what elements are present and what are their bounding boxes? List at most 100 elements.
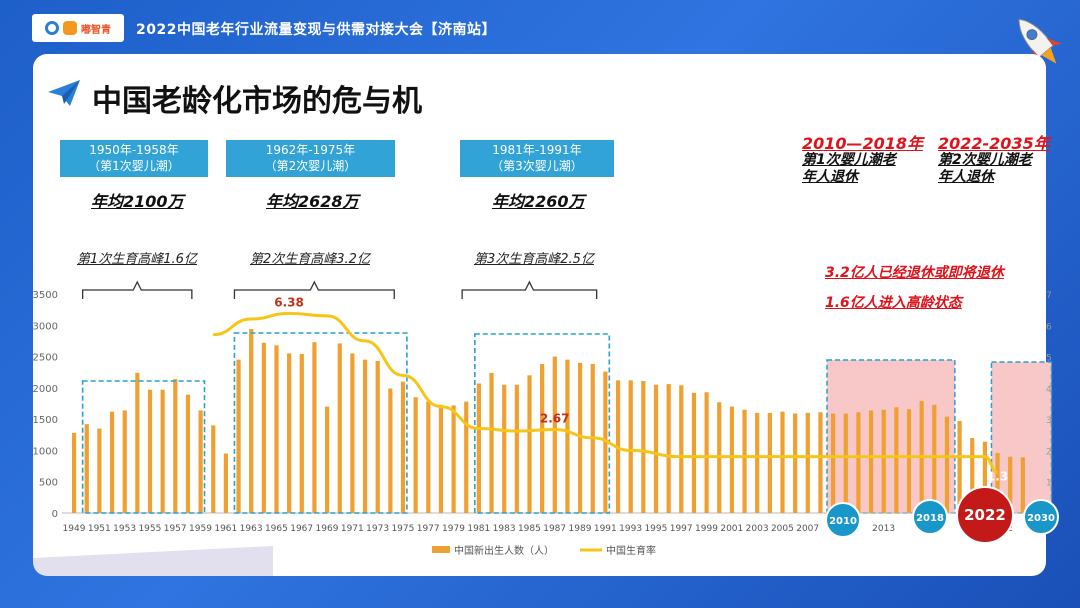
brace (233, 280, 395, 299)
bar (375, 360, 380, 513)
top-bar: 嘟智青 2022中国老年行业流量变现与供需对接大会【济南站】 (0, 0, 1080, 56)
bar (84, 424, 89, 513)
y-tick-label: 1500 (33, 415, 58, 426)
x-tick-label: 1977 (417, 524, 440, 534)
year-badge-2022: 2022 (964, 506, 1006, 524)
logo-text: 嘟智青 (81, 24, 111, 36)
x-tick-label: 2003 (746, 524, 769, 534)
bar (400, 381, 406, 513)
bar (881, 409, 886, 513)
bar (72, 432, 77, 513)
y-right-tick-label: 4 (1046, 385, 1052, 395)
x-tick-label: 1999 (695, 524, 718, 534)
bar (982, 441, 987, 513)
y-tick-label: 3000 (33, 321, 58, 332)
bar (552, 356, 557, 513)
retirement-text-2: 第2次婴儿潮老 年人退休 (938, 152, 1032, 186)
era-label: （第2次婴儿潮） (264, 159, 357, 173)
bar (767, 412, 772, 513)
x-tick-label: 1989 (569, 524, 592, 534)
bar (970, 437, 975, 513)
y-right-tick-label: 5 (1046, 354, 1052, 364)
era-average-2: 年均2628万 (266, 192, 359, 211)
bar (388, 388, 393, 513)
era-peak-3: 第3次生育高峰2.5亿 (474, 252, 594, 267)
y-right-tick-label: 6 (1046, 322, 1052, 332)
x-tick-label: 1981 (467, 524, 490, 534)
bar (476, 383, 481, 513)
bar (540, 364, 545, 513)
bar (628, 380, 633, 513)
bar (641, 380, 646, 513)
bar (514, 384, 519, 513)
x-tick-label: 1951 (88, 524, 111, 534)
era-range: 1962年-1975年 (265, 143, 356, 157)
bar (135, 372, 140, 513)
bar (464, 401, 469, 513)
x-tick-label: 2001 (720, 524, 743, 534)
bar (325, 406, 330, 513)
y-tick-label: 2000 (33, 384, 58, 395)
bar (691, 392, 697, 513)
retirement-years-2: 2022-2035年 (938, 134, 1050, 153)
x-tick-label: 1971 (341, 524, 364, 534)
year-badge-2030: 2030 (1027, 513, 1055, 524)
x-tick-label: 1995 (644, 524, 667, 534)
fertility-line (213, 311, 998, 474)
era-range: 1950年-1958年 (89, 143, 179, 157)
x-tick-label: 1955 (138, 524, 161, 534)
bar (173, 379, 178, 513)
bar (856, 412, 861, 513)
bar (755, 412, 760, 513)
year-badge-2010: 2010 (829, 516, 857, 527)
page-title: 中国老龄化市场的危与机 (92, 84, 422, 119)
retirement-years-1: 2010—2018年 (802, 134, 924, 153)
retirement-line: 第1次婴儿潮老 (802, 152, 896, 168)
bar (147, 389, 153, 513)
era-peak-1: 第1次生育高峰1.6亿 (77, 252, 197, 267)
x-tick-label: 1967 (290, 524, 313, 534)
year-badge-circle (825, 502, 861, 538)
y-tick-label: 2500 (33, 353, 58, 364)
bar (793, 413, 798, 513)
bar (742, 409, 747, 513)
bar (211, 425, 216, 513)
bar (198, 410, 203, 513)
legend-bar-label: 中国新出生人数（人） (454, 544, 554, 557)
year-badge-circle (1023, 499, 1059, 535)
bar (185, 394, 191, 513)
bar (287, 353, 292, 513)
legend-line-label: 中国生育率 (606, 544, 656, 557)
bar (426, 401, 431, 513)
bar (704, 392, 709, 513)
bar (653, 384, 659, 513)
y-tick-label: 500 (39, 478, 58, 489)
bar (932, 404, 937, 513)
brace (82, 280, 193, 299)
bar (868, 410, 874, 513)
baby-boom-box (81, 380, 206, 514)
data-label: 1.3 (987, 469, 1008, 483)
data-label: 2.67 (540, 411, 570, 425)
paper-plane-icon (48, 80, 80, 106)
bar (236, 359, 241, 513)
y-right-tick-label: 7 (1046, 291, 1052, 301)
bar (578, 362, 583, 513)
x-tick-label: 1957 (164, 524, 187, 534)
conference-title: 2022中国老年行业流量变现与供需对接大会【济南站】 (136, 22, 496, 38)
era-box-2: 1962年-1975年 （第2次婴儿潮） (226, 140, 395, 177)
x-tick-label: 1961 (214, 524, 237, 534)
y-right-tick-label: 1 (1046, 479, 1052, 489)
x-tick-label: 2007 (796, 524, 819, 534)
bar (97, 428, 102, 513)
y-right-tick-label: 2 (1046, 447, 1052, 457)
retirement-line: 第2次婴儿潮老 (938, 152, 1032, 168)
bar (337, 343, 342, 513)
x-tick-label: 1993 (619, 524, 642, 534)
brace (461, 280, 598, 299)
decor-stripe (33, 546, 273, 576)
era-label: （第3次婴儿潮） (491, 159, 583, 173)
bar (312, 342, 317, 513)
x-tick-label: 1997 (670, 524, 693, 534)
